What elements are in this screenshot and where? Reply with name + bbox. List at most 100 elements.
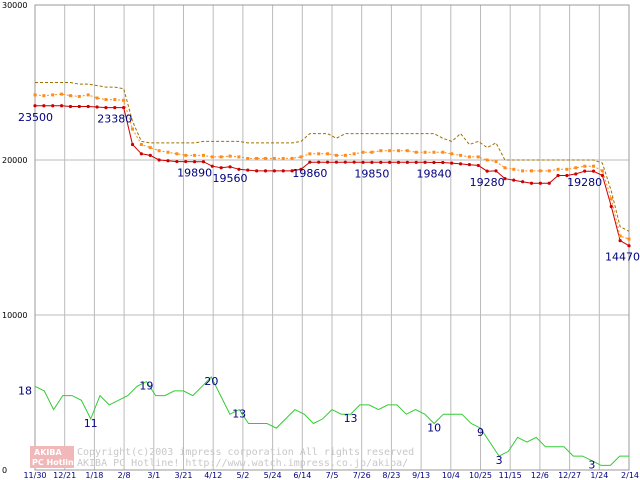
x-tick-label: 3/21 [175,471,193,480]
avg-price-point [201,153,205,157]
min-price-point [263,169,268,173]
avg-price-point [361,150,365,154]
avg-price-point [334,153,338,157]
avg-price-point [237,155,241,159]
avg-price-point [583,164,587,168]
avg-price-point [467,155,471,159]
min-price-point [494,169,498,173]
x-tick-label: 12/21 [53,471,76,480]
x-tick-label: 1/18 [85,471,103,480]
avg-price-point [113,98,117,102]
x-tick-label: 7/5 [326,471,339,480]
min-price-point [388,160,392,164]
avg-price-point [370,150,374,154]
data-label: 14470 [605,251,640,264]
min-price-point [157,158,161,162]
x-tick-label: 9/13 [412,471,430,480]
min-price-point [130,142,135,147]
min-price-point [325,160,330,164]
avg-price-point [175,152,179,156]
min-price-point [414,160,418,164]
avg-price-point [529,169,533,173]
y-axis-ticks: 30000 20000 10000 0 [2,1,27,475]
min-price-point [281,169,285,173]
avg-price-point [396,149,400,153]
min-price-point [565,173,569,178]
watermark: AKIBA PC Hotline! Copyright(c)2003 impre… [30,446,414,469]
avg-price-point [512,167,516,171]
min-price-point [184,159,188,164]
avg-price-point [317,152,321,156]
min-price-point [42,104,46,108]
x-tick-label: 8/23 [382,471,400,480]
data-label: 19280 [567,176,602,189]
y-tick-label: 30000 [2,1,27,10]
grid [34,4,630,471]
data-label: 19890 [177,167,212,180]
avg-price-point [95,96,99,100]
min-price-point [361,160,365,164]
avg-price-point [131,127,135,131]
data-label: 19850 [354,167,389,180]
data-label: 13 [344,412,358,425]
x-tick-label: 10/4 [442,471,460,480]
avg-price-point [210,155,214,159]
avg-price-point [104,98,108,102]
avg-price-point [352,152,356,156]
min-price-point [450,161,454,165]
x-tick-label: 6/14 [293,471,311,480]
akiba-logo-box [30,446,74,468]
x-tick-label: 7/26 [353,471,371,480]
avg-price-point [60,92,64,96]
data-label: 13 [232,408,246,421]
avg-price-point [379,149,383,153]
data-label: 3 [496,454,503,467]
x-axis-ticks: 11/30 12/21 1/18 2/8 3/1 3/21 4/12 5/2 5/24 6/14 7… [23,471,639,480]
data-label: 20 [204,375,218,388]
avg-price-point [565,167,569,171]
avg-price-point [432,150,436,154]
avg-price-point [308,152,312,156]
min-price-point [512,178,516,182]
data-label: 19280 [470,176,505,189]
min-price-point [432,160,436,165]
min-price-point [485,169,489,173]
avg-price-point [33,93,37,97]
x-tick-label: 12/6 [531,471,549,480]
min-price-point [609,204,613,209]
avg-price-point [299,155,303,159]
avg-price-point [343,153,347,157]
avg-price-point [459,153,463,157]
min-price-point [458,162,463,166]
min-price-point [68,104,73,109]
min-price-point [86,104,90,109]
min-price-point [600,173,605,178]
data-label: 19840 [416,167,451,180]
min-price-point [148,153,152,157]
data-label: 18 [18,384,32,397]
avg-price-point [148,146,152,150]
min-price-point [529,181,534,185]
min-price-point [591,169,596,173]
data-label: 11 [84,417,98,430]
avg-price-point [494,160,498,164]
min-price-point [255,169,259,173]
min-price-point [219,166,223,170]
min-price-point [441,160,445,165]
avg-price-point [423,150,427,154]
min-price-point [166,159,170,163]
min-price-point [59,104,64,108]
avg-price-point [503,166,507,170]
min-price-point [104,106,108,110]
min-price-point [370,160,374,164]
avg-price-point [255,156,259,160]
avg-price-point [388,149,392,153]
min-price-point [627,244,631,248]
min-price-point [95,105,99,109]
x-tick-label: 4/12 [204,471,222,480]
min-price-point [574,172,578,176]
min-price-point [139,152,143,156]
x-tick-label: 5/2 [236,471,249,480]
